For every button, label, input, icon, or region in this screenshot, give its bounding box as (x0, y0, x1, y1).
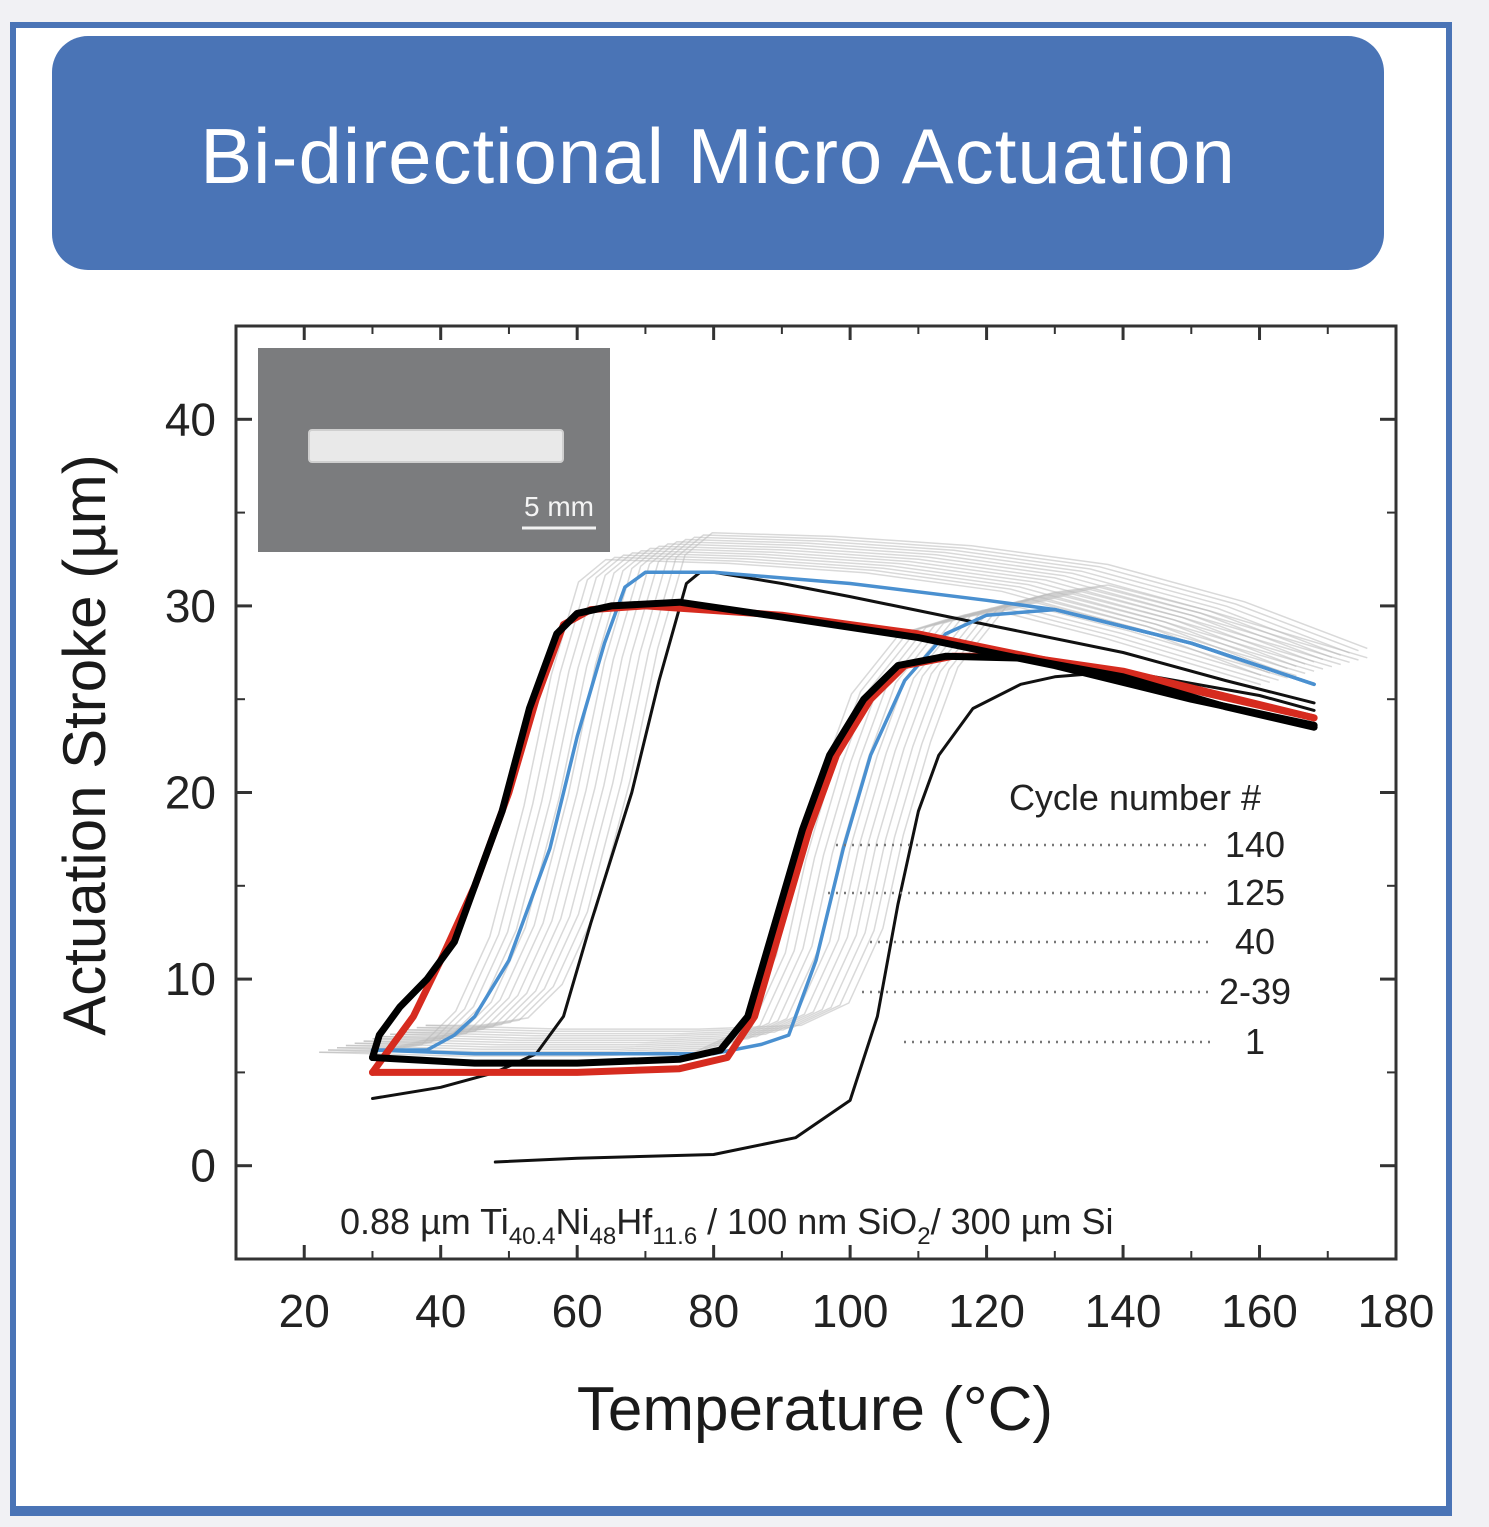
annotation-subscript: 40.4 (509, 1223, 556, 1250)
series-line-140-cooling (369, 598, 1318, 1061)
annotation-text: Ni (556, 1201, 590, 1242)
legend-entry-40: 40 (1235, 921, 1275, 962)
x-tick-label: 100 (812, 1285, 889, 1337)
legend-entry-1: 1 (1245, 1021, 1265, 1062)
x-axis-label: Temperature (°C) (577, 1375, 1053, 1444)
annotation-subscript: 11.6 (652, 1223, 697, 1250)
inset-sample-bar (308, 429, 564, 463)
x-tick-label: 180 (1358, 1285, 1435, 1337)
series-line-40-cooling (370, 570, 1316, 1052)
x-tick-label: 160 (1221, 1285, 1298, 1337)
y-tick-label: 30 (165, 580, 216, 632)
page-title: Bi-directional Micro Actuation (200, 111, 1236, 200)
material-annotation: 0.88 µm Ti40.4Ni48Hf11.6 / 100 nm SiO2/ … (340, 1201, 1113, 1250)
annotation-text: Hf (616, 1201, 653, 1242)
annotation-text: 0.88 µm Ti (340, 1201, 509, 1242)
x-tick-label: 40 (415, 1285, 466, 1337)
legend-entry-2-39: 2-39 (1219, 971, 1291, 1012)
series-line-2-39-heating (407, 588, 1350, 1035)
bottom-divider (10, 1512, 1452, 1516)
y-tick-label: 10 (165, 953, 216, 1005)
series-line-2-39-heating (399, 590, 1341, 1037)
annotation-text: / 100 nm SiO (697, 1201, 917, 1242)
x-tick-label: 60 (552, 1285, 603, 1337)
legend-entry-140: 140 (1225, 824, 1285, 865)
y-tick-label: 40 (165, 393, 216, 445)
y-axis-label: Actuation Stroke (µm) (51, 454, 118, 1035)
legend-entry-125: 125 (1225, 872, 1285, 913)
series-line-2-39-heating (354, 602, 1297, 1048)
x-tick-label: 20 (279, 1285, 330, 1337)
x-tick-label: 120 (948, 1285, 1025, 1337)
x-tick-label: 140 (1085, 1285, 1162, 1337)
annotation-subscript: 2 (917, 1223, 930, 1250)
series-line-40-heating (370, 607, 1316, 1056)
series-line-2-39-heating (390, 593, 1333, 1039)
series-line-2-39-heating (425, 584, 1368, 1030)
x-tick-label: 80 (688, 1285, 739, 1337)
y-tick-label: 0 (190, 1140, 216, 1192)
legend-title: Cycle number # (1009, 777, 1261, 818)
title-banner: Bi-directional Micro Actuation (52, 36, 1384, 270)
series-line-2-39-heating (381, 595, 1324, 1042)
series-line-2-39-heating (372, 597, 1315, 1044)
annotation-text: / 300 µm Si (931, 1201, 1114, 1242)
series-line-2-39-heating (416, 586, 1359, 1033)
y-tick-label: 20 (165, 767, 216, 819)
inset-image: 5 mm (258, 348, 610, 552)
inset-scale-label: 5 mm (524, 491, 594, 522)
series-line-2-39-heating (336, 606, 1279, 1053)
series-line-2-39-cooling (390, 540, 1333, 1036)
annotation-subscript: 48 (590, 1223, 617, 1250)
